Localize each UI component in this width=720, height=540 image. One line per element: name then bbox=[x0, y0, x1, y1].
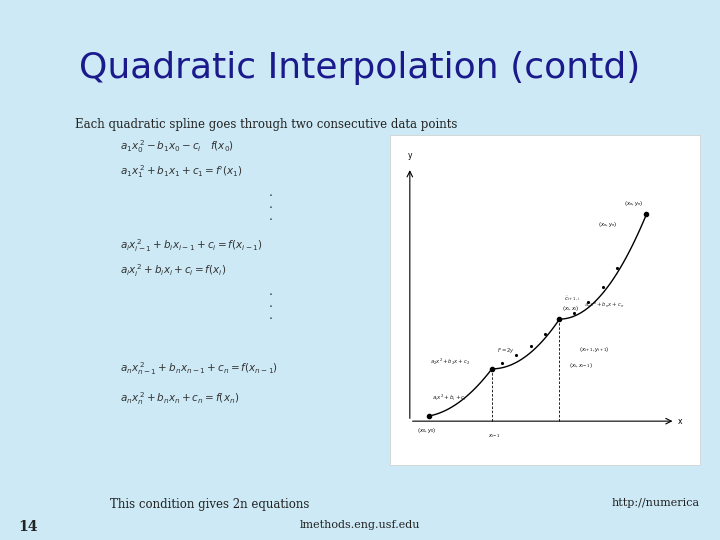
Text: $a_n x_{n-1}^{\,2} + b_n x_{n-1} + c_n = f(x_{n-1})$: $a_n x_{n-1}^{\,2} + b_n x_{n-1} + c_n =… bbox=[120, 360, 278, 377]
Text: $\cdot$: $\cdot$ bbox=[268, 200, 272, 213]
Text: $\cdot$: $\cdot$ bbox=[268, 287, 272, 300]
Text: $\tilde{c}_{i+1,i}$: $\tilde{c}_{i+1,i}$ bbox=[564, 295, 580, 303]
Text: $\cdot$: $\cdot$ bbox=[268, 311, 272, 324]
Text: $a_1 x_0^{\,2} - b_1 x_0 - c_i \quad f(x_0)$: $a_1 x_0^{\,2} - b_1 x_0 - c_i \quad f(x… bbox=[120, 138, 234, 155]
Text: http://numerica: http://numerica bbox=[612, 498, 700, 508]
Text: $(x_{i+1}, y_{i+1})$: $(x_{i+1}, y_{i+1})$ bbox=[579, 346, 609, 354]
Text: Each quadratic spline goes through two consecutive data points: Each quadratic spline goes through two c… bbox=[75, 118, 457, 131]
Text: 14: 14 bbox=[18, 520, 37, 534]
Text: $a_n x^2 + b_n x + c_n$: $a_n x^2 + b_n x + c_n$ bbox=[584, 300, 624, 310]
Text: $F=2y$: $F=2y$ bbox=[497, 346, 515, 355]
Text: $a_i x^2 + b_i + c_i$: $a_i x^2 + b_i + c_i$ bbox=[431, 393, 467, 403]
Text: $a_i x_i^{\,2} + b_i x_i + c_i = f(x_i)$: $a_i x_i^{\,2} + b_i x_i + c_i = f(x_i)$ bbox=[120, 262, 226, 279]
Text: $\cdot$: $\cdot$ bbox=[268, 188, 272, 201]
Text: $a_2 x^2 + b_2 x + c_2$: $a_2 x^2 + b_2 x + c_2$ bbox=[430, 356, 470, 367]
Text: $(x_i,x_i)$: $(x_i,x_i)$ bbox=[562, 304, 579, 313]
Bar bbox=[390, 135, 700, 465]
Text: x: x bbox=[678, 417, 683, 426]
Text: $(x_0,y_0)$: $(x_0,y_0)$ bbox=[417, 426, 436, 435]
Text: $(x_n,y_n)$: $(x_n,y_n)$ bbox=[624, 199, 644, 208]
Text: This condition gives 2n equations: This condition gives 2n equations bbox=[110, 498, 310, 511]
Text: $(x_n, y_n)$: $(x_n, y_n)$ bbox=[598, 220, 618, 229]
Text: $a_i x_{i-1}^{\,2} + b_i x_{i-1} + c_i = f(x_{i-1})$: $a_i x_{i-1}^{\,2} + b_i x_{i-1} + c_i =… bbox=[120, 237, 263, 254]
Text: $x_{i-1}$: $x_{i-1}$ bbox=[488, 433, 500, 440]
Text: $(x_i, x_{i-1})$: $(x_i, x_{i-1})$ bbox=[569, 361, 593, 370]
Text: $\cdot$: $\cdot$ bbox=[268, 299, 272, 312]
Text: $\cdot$: $\cdot$ bbox=[268, 212, 272, 225]
Text: $a_1 x_1^{\,2} + b_1 x_1 + c_1 = f'(x_1)$: $a_1 x_1^{\,2} + b_1 x_1 + c_1 = f'(x_1)… bbox=[120, 163, 243, 180]
Text: y: y bbox=[408, 151, 412, 160]
Text: $a_n x_n^{\,2} + b_n x_n + c_n = f(x_n)$: $a_n x_n^{\,2} + b_n x_n + c_n = f(x_n)$ bbox=[120, 390, 239, 407]
Text: Quadratic Interpolation (contd): Quadratic Interpolation (contd) bbox=[79, 51, 641, 85]
Text: lmethods.eng.usf.edu: lmethods.eng.usf.edu bbox=[300, 520, 420, 530]
